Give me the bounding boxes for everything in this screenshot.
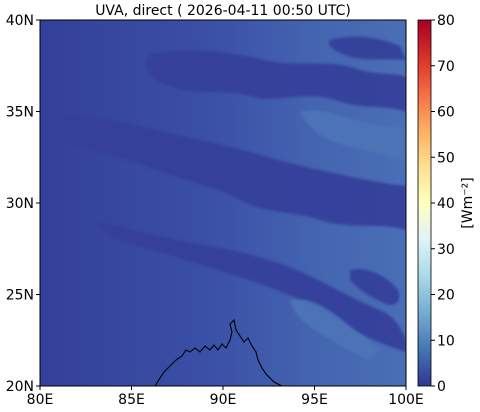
y-axis: 20N 25N 30N 35N 40N	[6, 13, 40, 395]
y-tick-label: 35N	[6, 105, 34, 121]
colorbar-tick-label: 60	[437, 105, 455, 121]
x-axis: 80E 85E 90E 95E 100E	[27, 386, 424, 408]
colorbar-tick-label: 0	[437, 379, 446, 395]
x-tick-label: 80E	[27, 392, 54, 408]
cloud-cluster-southeast	[350, 268, 400, 306]
colorbar-tick-label: 20	[437, 288, 455, 304]
colorbar-tick-label: 10	[437, 333, 455, 349]
cloud-band-middle	[60, 116, 406, 230]
clear-patch-southeast	[290, 299, 380, 360]
cloud-shadow-layer	[60, 36, 406, 360]
y-tick-label: 20N	[6, 379, 34, 395]
colorbar-tick-label: 40	[437, 196, 455, 212]
colorbar: 0 10 20 30 40 50 60 70 80 [Wm⁻²]	[417, 13, 476, 395]
x-tick-label: 95E	[301, 392, 328, 408]
colorbar-tick-label: 70	[437, 59, 455, 75]
colorbar-tick-label: 50	[437, 150, 455, 166]
colorbar-tick-label: 30	[437, 242, 455, 258]
colorbar-ticks: 0 10 20 30 40 50 60 70 80	[431, 13, 455, 395]
x-tick-label: 100E	[388, 392, 424, 408]
x-tick-label: 85E	[118, 392, 145, 408]
cloud-band-north	[146, 50, 406, 112]
x-tick-label: 90E	[210, 392, 237, 408]
colorbar-gradient	[417, 19, 432, 387]
y-tick-label: 30N	[6, 196, 34, 212]
coastline	[154, 318, 283, 386]
y-tick-label: 40N	[6, 13, 34, 29]
colorbar-tick-label: 80	[437, 13, 455, 29]
y-tick-label: 25N	[6, 288, 34, 304]
map-panel	[39, 19, 407, 387]
cloud-band-south	[95, 222, 406, 352]
map-title: UVA, direct ( 2026-04-11 00:50 UTC)	[95, 3, 351, 19]
colorbar-label: [Wm⁻²]	[460, 177, 476, 228]
clear-patch-east	[300, 110, 406, 160]
cloud-cluster-east	[329, 36, 406, 60]
